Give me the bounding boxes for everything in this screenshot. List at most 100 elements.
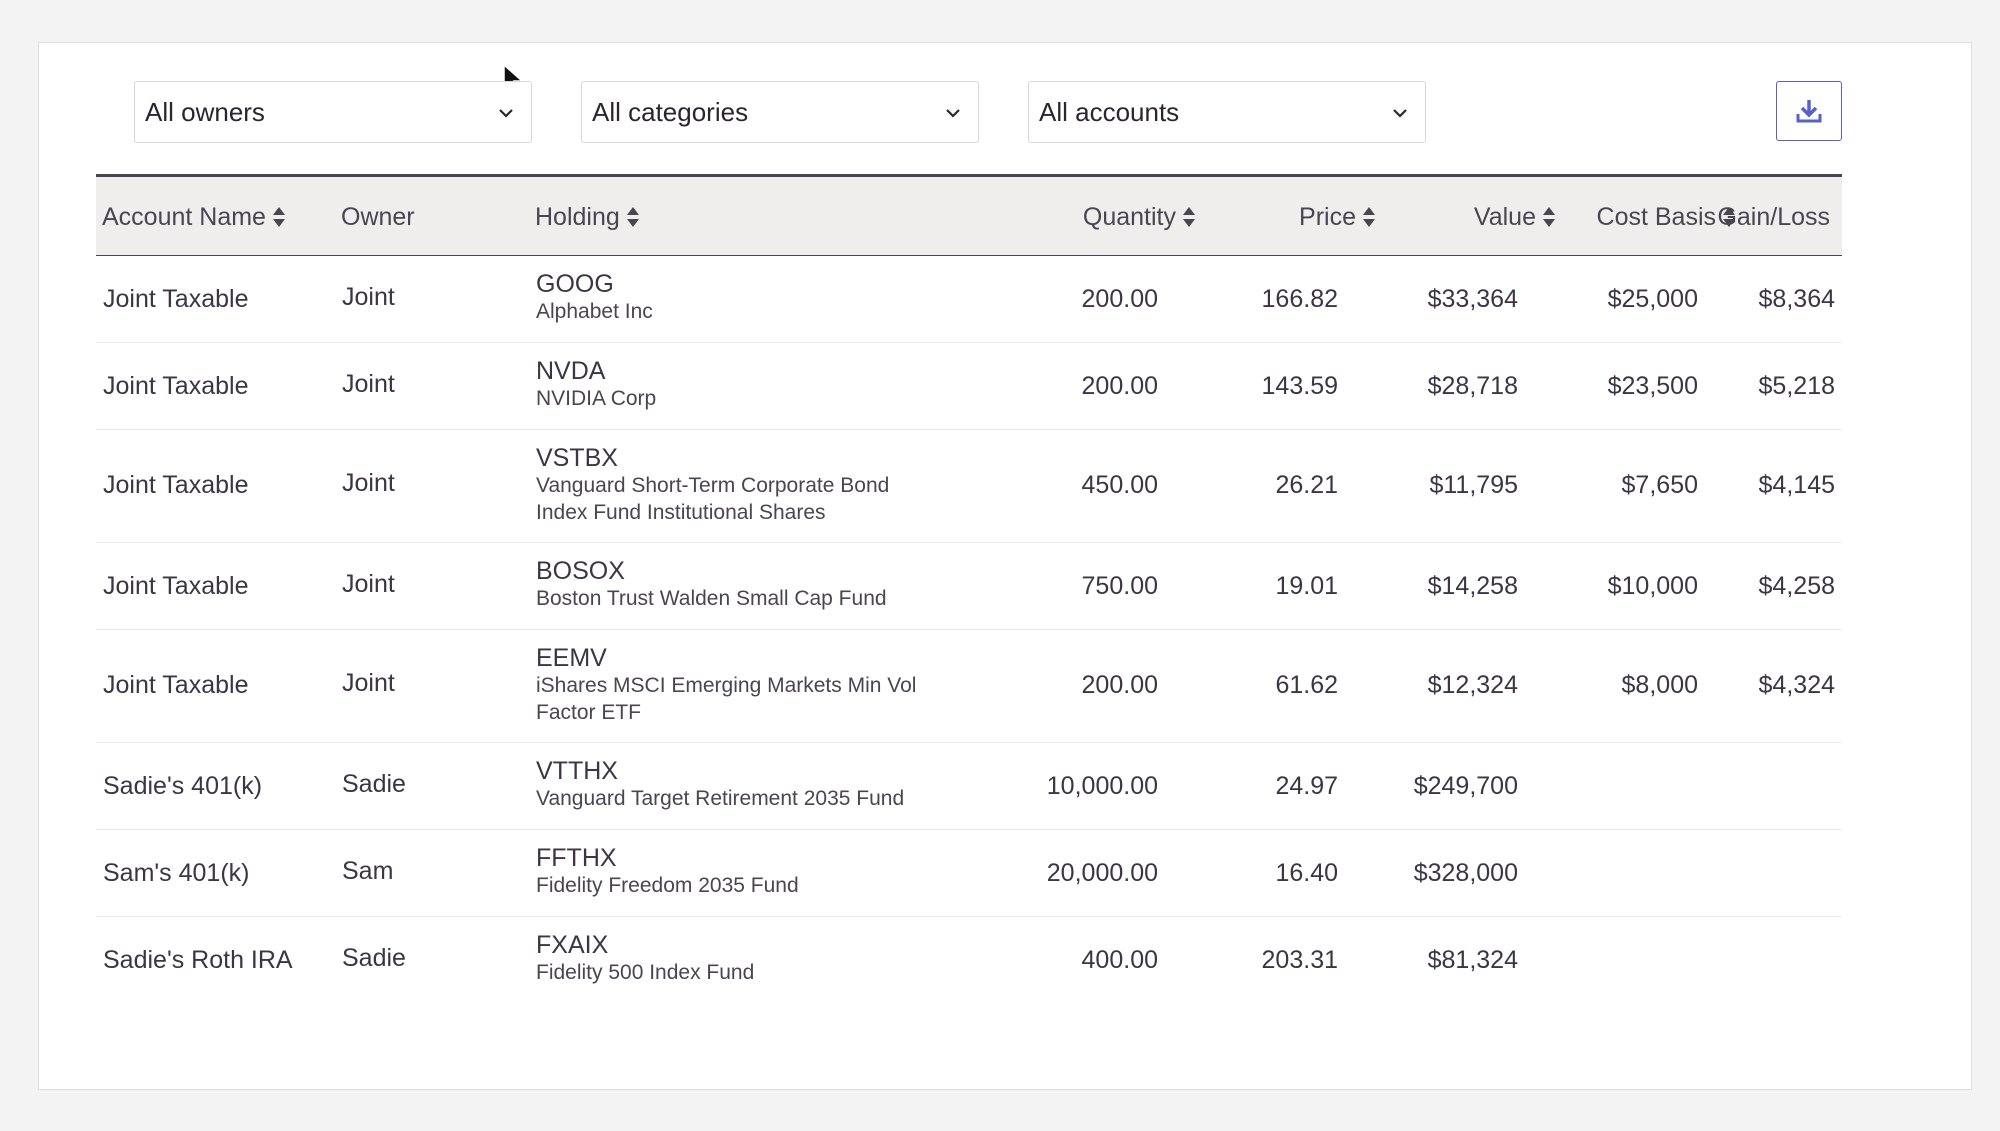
cost-basis-cell: $10,000: [1607, 572, 1698, 600]
owner-cell: Sam: [342, 857, 394, 885]
quantity-cell: 20,000.00: [1046, 859, 1158, 887]
column-label: Price: [1299, 202, 1356, 231]
table-row[interactable]: Sadie's Roth IRA Sadie FXAIX Fidelity 50…: [96, 917, 1842, 1004]
quantity-cell: 10,000.00: [1046, 772, 1158, 800]
price-cell: 16.40: [1275, 859, 1338, 887]
column-header-gain-loss[interactable]: Gain/Loss: [1717, 177, 1836, 257]
account-name-cell: Sadie's Roth IRA: [103, 946, 293, 974]
holdings-table: Account Name Owner Holding Quantity Pric…: [96, 174, 1842, 1016]
owner-cell: Sadie: [342, 944, 406, 972]
column-header-value[interactable]: Value: [1376, 177, 1556, 257]
quantity-cell: 750.00: [1081, 572, 1158, 600]
value-cell: $28,718: [1427, 372, 1518, 400]
value-cell: $33,364: [1427, 285, 1518, 313]
sort-icon: [1183, 207, 1195, 227]
value-cell: $249,700: [1413, 772, 1518, 800]
holding-name: Fidelity 500 Index Fund: [536, 961, 755, 984]
price-cell: 143.59: [1261, 372, 1338, 400]
gain-loss-cell: $4,258: [1758, 572, 1835, 600]
chevron-down-icon: [499, 109, 513, 118]
holding-symbol: FFTHX: [536, 844, 617, 872]
owner-cell: Joint: [342, 370, 395, 398]
table-row[interactable]: Joint Taxable Joint EEMV iShares MSCI Em…: [96, 630, 1842, 743]
table-row[interactable]: Sadie's 401(k) Sadie VTTHX Vanguard Targ…: [96, 743, 1842, 830]
column-label: Gain/Loss: [1717, 202, 1830, 231]
holding-name: NVIDIA Corp: [536, 387, 657, 410]
gain-loss-cell: $4,145: [1758, 471, 1835, 499]
holding-symbol: VSTBX: [536, 444, 618, 472]
owner-cell: Joint: [342, 469, 395, 497]
cost-basis-cell: $25,000: [1607, 285, 1698, 313]
owner-cell: Joint: [342, 669, 395, 697]
quantity-cell: 200.00: [1081, 372, 1158, 400]
price-cell: 203.31: [1261, 946, 1338, 974]
holding-name: Fidelity Freedom 2035 Fund: [536, 874, 799, 897]
holding-symbol: GOOG: [536, 270, 614, 298]
account-name-cell: Sam's 401(k): [103, 859, 250, 887]
column-header-owner: Owner: [341, 177, 415, 257]
table-header: Account Name Owner Holding Quantity Pric…: [96, 174, 1842, 256]
category-filter-select[interactable]: All categories: [581, 81, 979, 143]
table-row[interactable]: Sam's 401(k) Sam FFTHX Fidelity Freedom …: [96, 830, 1842, 917]
column-header-cost-basis[interactable]: Cost Basis: [1556, 177, 1736, 257]
value-cell: $12,324: [1427, 671, 1518, 699]
column-header-account-name[interactable]: Account Name: [102, 177, 286, 257]
quantity-cell: 200.00: [1081, 285, 1158, 313]
account-name-cell: Joint Taxable: [103, 572, 249, 600]
table-row[interactable]: Joint Taxable Joint BOSOX Boston Trust W…: [96, 543, 1842, 630]
account-filter-select[interactable]: All accounts: [1028, 81, 1426, 143]
owner-cell: Sadie: [342, 770, 406, 798]
column-label: Holding: [535, 202, 620, 231]
column-header-price[interactable]: Price: [1196, 177, 1376, 257]
table-row[interactable]: Joint Taxable Joint VSTBX Vanguard Short…: [96, 430, 1842, 543]
download-button[interactable]: [1776, 81, 1842, 141]
account-filter-value: All accounts: [1039, 96, 1180, 127]
account-name-cell: Joint Taxable: [103, 671, 249, 699]
value-cell: $14,258: [1427, 572, 1518, 600]
category-filter-value: All categories: [592, 96, 749, 127]
column-header-quantity[interactable]: Quantity: [976, 177, 1196, 257]
holding-name: Vanguard Short-Term Corporate Bond Index…: [536, 474, 890, 524]
column-header-holding[interactable]: Holding: [535, 177, 640, 257]
filter-bar: All owners All categories All accounts: [96, 81, 1842, 143]
table-row[interactable]: Joint Taxable Joint GOOG Alphabet Inc 20…: [96, 256, 1842, 343]
table-row[interactable]: Joint Taxable Joint NVDA NVIDIA Corp 200…: [96, 343, 1842, 430]
sort-icon: [1723, 207, 1735, 227]
chevron-down-icon: [1393, 109, 1407, 118]
holding-name: Alphabet Inc: [536, 300, 653, 323]
column-label: Owner: [341, 202, 415, 231]
holding-name: Vanguard Target Retirement 2035 Fund: [536, 787, 905, 810]
quantity-cell: 200.00: [1081, 671, 1158, 699]
owner-cell: Joint: [342, 570, 395, 598]
value-cell: $81,324: [1427, 946, 1518, 974]
account-name-cell: Joint Taxable: [103, 471, 249, 499]
holding-name: Boston Trust Walden Small Cap Fund: [536, 587, 887, 610]
price-cell: 24.97: [1275, 772, 1338, 800]
column-label: Quantity: [1082, 202, 1176, 231]
download-icon: [1796, 100, 1822, 123]
cost-basis-cell: $23,500: [1607, 372, 1698, 400]
account-name-cell: Joint Taxable: [103, 285, 249, 313]
column-label: Value: [1473, 202, 1536, 231]
owner-filter-select[interactable]: All owners: [134, 81, 532, 143]
holding-symbol: EEMV: [536, 644, 607, 672]
value-cell: $11,795: [1429, 471, 1518, 499]
quantity-cell: 400.00: [1081, 946, 1158, 974]
account-name-cell: Joint Taxable: [103, 372, 249, 400]
holding-symbol: FXAIX: [536, 931, 609, 959]
holding-symbol: BOSOX: [536, 557, 625, 585]
column-label: Account Name: [102, 202, 266, 231]
gain-loss-cell: $4,324: [1758, 671, 1835, 699]
gain-loss-cell: $5,218: [1758, 372, 1835, 400]
chevron-down-icon: [946, 109, 960, 118]
quantity-cell: 450.00: [1081, 471, 1158, 499]
account-name-cell: Sadie's 401(k): [103, 772, 263, 800]
column-label: Cost Basis: [1596, 202, 1716, 231]
price-cell: 61.62: [1275, 671, 1338, 699]
owner-cell: Joint: [342, 283, 395, 311]
sort-icon: [626, 207, 639, 227]
sort-icon: [1363, 207, 1375, 227]
gain-loss-cell: $8,364: [1758, 285, 1835, 313]
cost-basis-cell: $7,650: [1621, 471, 1698, 499]
owner-filter-value: All owners: [145, 96, 265, 127]
